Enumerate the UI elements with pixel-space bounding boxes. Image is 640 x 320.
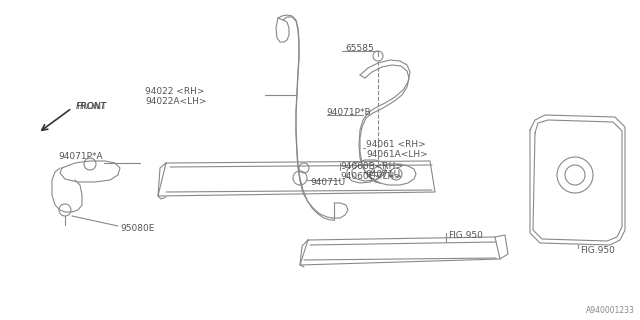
Text: 94022 <RH>: 94022 <RH> [145, 86, 205, 95]
Text: 94071P*A: 94071P*A [58, 151, 102, 161]
Text: FRONT: FRONT [76, 101, 106, 110]
Text: A940001233: A940001233 [586, 306, 635, 315]
Text: 65585: 65585 [345, 44, 374, 52]
Text: 94071P*B: 94071P*B [326, 108, 371, 116]
Text: 94071U: 94071U [365, 170, 400, 179]
Text: 95080E: 95080E [120, 223, 154, 233]
Text: 94060B<RH>: 94060B<RH> [340, 162, 403, 171]
Text: FRONT: FRONT [76, 101, 107, 110]
Text: 94071U: 94071U [310, 178, 345, 187]
Text: 94061A<LH>: 94061A<LH> [366, 149, 428, 158]
Text: 94060C<LH>: 94060C<LH> [340, 172, 402, 180]
Text: FIG.950: FIG.950 [580, 245, 615, 254]
Text: 94022A<LH>: 94022A<LH> [145, 97, 207, 106]
Text: FIG.950: FIG.950 [448, 230, 483, 239]
Text: 94061 <RH>: 94061 <RH> [366, 140, 426, 148]
